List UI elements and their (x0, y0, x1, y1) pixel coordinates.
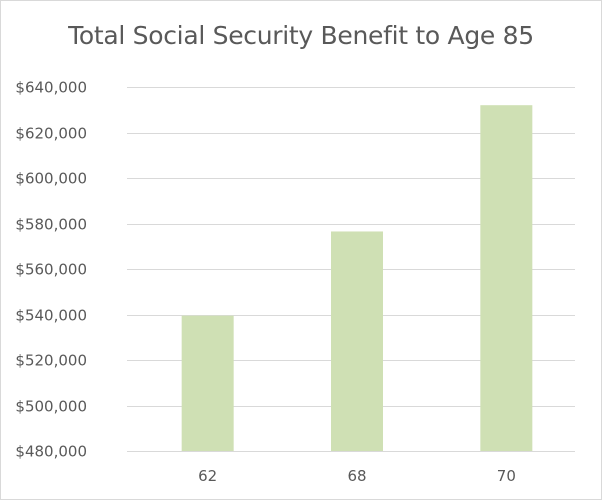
bar-68 (331, 231, 383, 451)
x-tick-label: 68 (347, 467, 366, 485)
y-tick-label: $640,000 (15, 79, 87, 97)
x-axis-tick-labels: 62 68 70 (198, 467, 516, 485)
y-tick-label: $600,000 (15, 170, 87, 188)
y-axis-tick-labels: $480,000 $500,000 $520,000 $540,000 $560,000… (15, 79, 87, 461)
bars (181, 105, 533, 451)
y-tick-label: $500,000 (15, 398, 87, 416)
y-tick-label: $580,000 (15, 216, 87, 234)
chart-title: Total Social Security Benefit to Age 85 (68, 21, 534, 50)
x-tick-label: 62 (198, 467, 217, 485)
bar-62 (181, 315, 234, 451)
y-tick-label: $560,000 (15, 261, 87, 279)
y-tick-label: $620,000 (15, 125, 87, 143)
y-tick-label: $520,000 (15, 352, 87, 370)
x-tick-label: 70 (497, 467, 516, 485)
y-tick-label: $540,000 (15, 307, 87, 325)
y-tick-label: $480,000 (15, 443, 87, 461)
bar-70 (480, 105, 533, 451)
